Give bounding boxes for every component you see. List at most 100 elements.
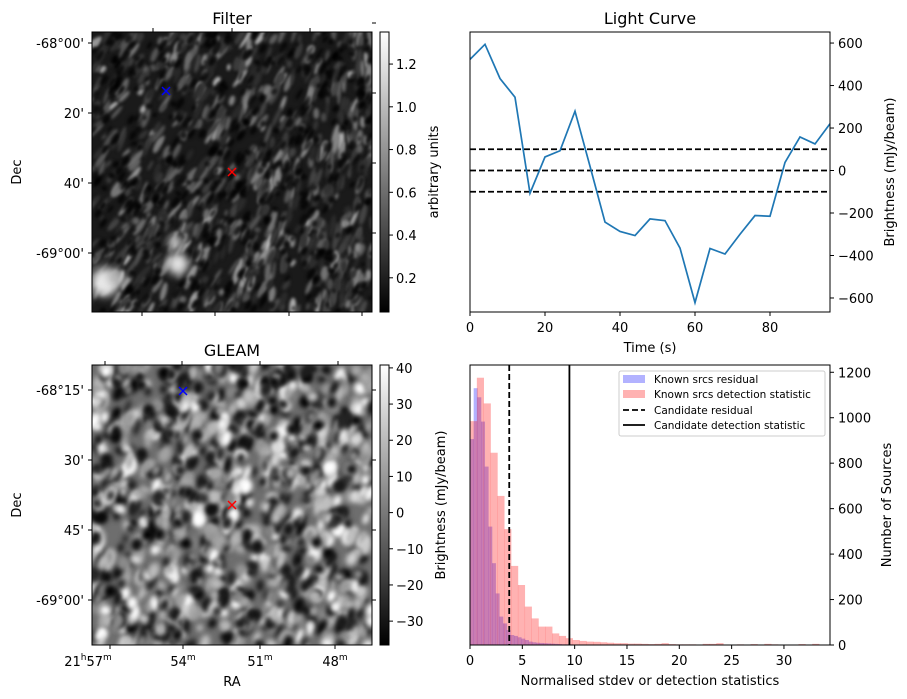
histogram-xtick-label: 15 (619, 654, 636, 669)
detection-stat-bar (812, 643, 820, 645)
legend-swatch (623, 390, 645, 398)
gleam-ytick-label: -69°00' (36, 594, 84, 609)
residual-bar (491, 563, 496, 645)
detection-stat-bar (531, 618, 539, 645)
gleam-ytick-label: -68°15' (36, 384, 84, 399)
legend-swatch (623, 375, 645, 383)
detection-stat-bar (497, 495, 505, 645)
gleam-colorbar-tick-label: 40 (396, 362, 413, 377)
filter-colorbar (379, 31, 390, 313)
lightcurve-xtick-label: 60 (687, 321, 704, 336)
gleam-axes-frame (91, 364, 373, 646)
residual-bar (539, 642, 544, 645)
legend-label: Candidate residual (654, 405, 753, 417)
histogram-ytick-label: 0 (838, 639, 846, 654)
filter-colorbar-tick-label: 1.2 (396, 58, 417, 73)
detection-stat-bar (558, 635, 567, 645)
residual-bar (513, 635, 518, 645)
filter-ylabel: Dec (10, 159, 25, 184)
lightcurve-ytick-label: 600 (838, 37, 863, 52)
lightcurve-ytick-label: 0 (838, 165, 846, 180)
histogram-xtick-label: 30 (776, 654, 793, 669)
detection-stat-bar (572, 640, 580, 645)
lightcurve-axes-frame (469, 31, 831, 313)
filter-colorbar-tick-label: 1.0 (396, 101, 417, 116)
residual-bar (480, 421, 485, 645)
detection-stat-bar (511, 565, 519, 645)
histogram-ytick-label: 800 (838, 457, 863, 472)
gleam-colorbar-tick-label: 10 (396, 470, 413, 485)
histogram-xtick-label: 5 (518, 654, 526, 669)
detection-stat-bar (600, 642, 608, 645)
lightcurve-ytick-label: 200 (838, 122, 863, 137)
gleam-colorbar (379, 364, 390, 646)
filter-ytick-label: 40' (64, 177, 84, 192)
histogram-xlabel: Normalised stdev or detection statistics (521, 674, 780, 689)
lightcurve-xtick-label: 20 (537, 321, 554, 336)
filter-ytick-label: 20' (64, 107, 84, 122)
lightcurve-xlabel: Time (s) (623, 341, 677, 356)
gleam-colorbar-label: Brightness (mJy/beam) (434, 431, 449, 580)
residual-bar (484, 466, 489, 645)
histogram-xtick-label: 20 (671, 654, 688, 669)
lightcurve-xtick-label: 0 (466, 321, 474, 336)
residual-bar (532, 642, 537, 645)
detection-stat-bar (654, 643, 662, 645)
filter-ytick-label: -69°00' (36, 247, 84, 262)
residual-bar (524, 640, 529, 645)
histogram-ytick-label: 1000 (838, 412, 871, 427)
residual-bar (502, 623, 507, 645)
detection-stat-bar (627, 643, 635, 645)
histogram-legend: Known srcs residual Known srcs detection … (618, 370, 826, 437)
detection-stat-bar (470, 421, 478, 645)
lightcurve-ytick-label: −200 (838, 207, 874, 222)
x-marker-icon (227, 500, 237, 510)
histogram-xtick-label: 25 (723, 654, 740, 669)
histogram-ytick-label: 200 (838, 594, 863, 609)
residual-bar (499, 616, 504, 645)
gleam-title: GLEAM (204, 341, 260, 360)
residual-bar (517, 637, 522, 645)
detection-stat-bar (709, 643, 717, 645)
histogram-ytick-label: 1200 (838, 366, 871, 381)
gleam-ytick-label: 45' (64, 524, 84, 539)
detection-stat-bar (517, 585, 526, 645)
gleam-marker-blue-x (178, 386, 188, 396)
residual-bar (546, 643, 551, 645)
x-marker-icon (227, 167, 237, 177)
legend-label: Known srcs residual (654, 374, 758, 386)
detection-stat-bar (483, 403, 491, 645)
detection-stat-bar (545, 626, 553, 645)
detection-stat-bar (538, 626, 546, 645)
residual-bar (473, 388, 478, 645)
detection-stat-bar (586, 641, 594, 645)
gleam-xtick-label: 48m (322, 653, 347, 670)
gleam-xtick-label: 54m (170, 653, 195, 670)
filter-colorbar-label: arbitrary units (427, 125, 442, 218)
gleam-marker-red-x (227, 500, 237, 510)
lightcurve-xtick-label: 80 (762, 321, 779, 336)
filter-title: Filter (212, 9, 252, 28)
residual-bar (535, 642, 540, 645)
lightcurve-line (469, 42, 831, 306)
legend-label: Candidate detection statistic (654, 420, 806, 432)
gleam-colorbar-tick-label: −10 (396, 543, 423, 558)
gleam-xtick-label: 51m (247, 653, 272, 670)
detection-stat-bar (620, 643, 628, 645)
detection-stat-bar (661, 643, 669, 645)
gleam-ytick-label: 30' (64, 454, 84, 469)
histogram-ytick-label: 400 (838, 548, 863, 563)
lightcurve-xtick-label: 40 (612, 321, 629, 336)
x-marker-icon (161, 86, 171, 96)
gleam-xtick-label: 21h57m (64, 653, 112, 670)
residual-bar (510, 635, 515, 645)
detection-stat-bar (579, 640, 587, 645)
residual-bar (488, 526, 493, 645)
legend-box (618, 370, 826, 437)
residual-bar (550, 643, 555, 645)
x-marker-icon (178, 386, 188, 396)
detection-stat-bar (702, 643, 710, 645)
detection-stat-bar (606, 642, 615, 645)
